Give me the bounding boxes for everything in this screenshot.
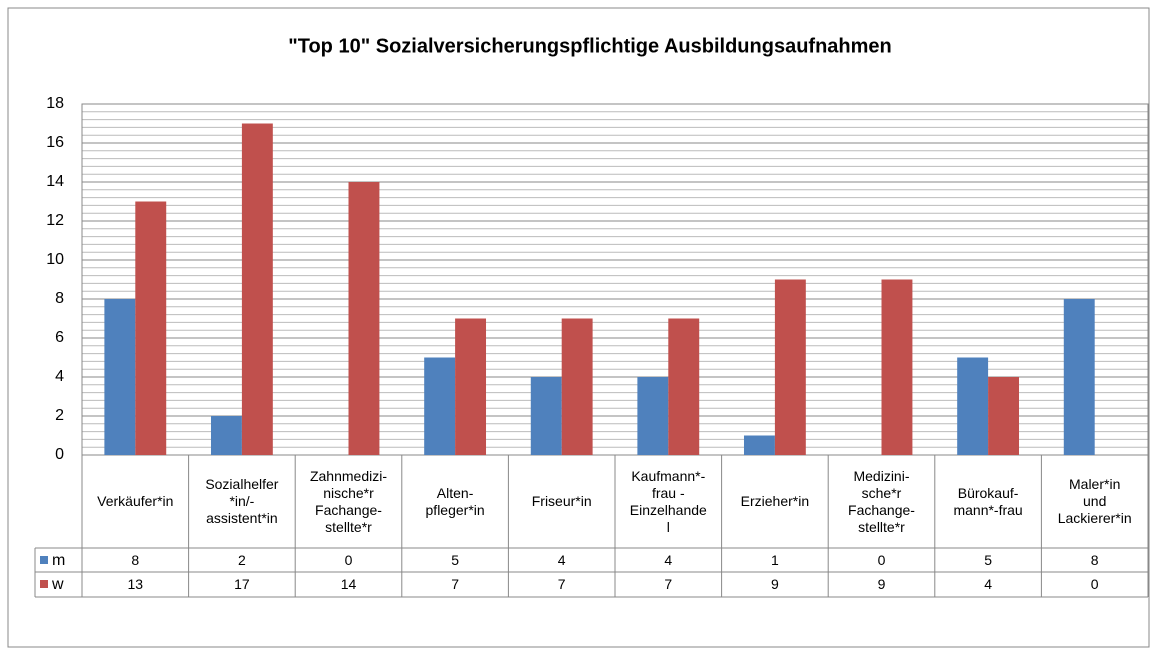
table-value: 0 [877,551,886,568]
table-value: 5 [984,551,992,568]
bar [135,201,167,455]
bar [957,357,989,455]
category-label: Alten- pfleger*in [425,484,485,518]
category-label: Zahnmedizi- nische*r Fachange- stellte*r [309,467,387,535]
bar [637,377,669,455]
y-tick-label: 16 [46,134,64,151]
bar [210,416,242,455]
bar [424,357,456,455]
bar [348,182,380,455]
table-value: 8 [131,551,140,568]
y-tick-label: 0 [55,446,64,463]
bar [561,318,593,455]
bar [1063,299,1095,455]
table-value: 13 [127,575,144,592]
table-value: 4 [664,551,673,568]
bar [988,377,1020,455]
y-tick-label: 2 [55,407,64,424]
legend-label: w [51,576,64,593]
bar [104,299,136,455]
category-label: Medizini- sche*r Fachange- stellte*r [848,467,915,535]
table-value: 17 [234,575,250,592]
bar [881,279,913,455]
y-tick-label: 6 [55,329,64,346]
y-tick-label: 8 [55,290,64,307]
table-value: 2 [237,551,246,568]
legend-label: m [52,552,65,569]
bar [774,279,806,455]
table-value: 0 [1090,575,1099,592]
table-value: 0 [344,551,353,568]
table-value: 7 [451,575,459,592]
bar [668,318,700,455]
category-label: Erzieher*in [740,493,810,509]
table-value: 5 [451,551,459,568]
bar [743,435,775,455]
table-value: 7 [664,575,673,592]
table-value: 1 [770,551,779,568]
table-value: 9 [877,575,886,592]
table-value: 4 [557,551,566,568]
y-tick-label: 4 [55,368,64,385]
y-tick-label: 12 [46,212,64,229]
category-label: Bürokauf- mann*-frau [953,484,1023,518]
y-tick-label: 14 [46,173,64,190]
bar [530,377,562,455]
table-value: 4 [984,575,992,592]
category-label: Kaufmann*- frau - Einzelhande l [629,467,707,535]
legend-key [40,556,48,564]
table-value: 7 [557,575,566,592]
category-label: Sozialhelfer *in/- assistent*in [205,476,279,526]
table-value: 8 [1090,551,1099,568]
y-tick-label: 18 [46,95,64,112]
bar [455,318,487,455]
table-value: 9 [770,575,779,592]
legend-key [40,580,48,588]
category-label: Maler*in und Lackierer*in [1057,476,1132,526]
y-tick-label: 10 [46,251,64,268]
category-label: Friseur*in [531,493,592,509]
chart-title: "Top 10" Sozialversicherungspflichtige A… [288,35,892,57]
table-value: 14 [340,575,357,592]
category-label: Verkäufer*in [97,493,174,509]
bar [241,123,273,455]
